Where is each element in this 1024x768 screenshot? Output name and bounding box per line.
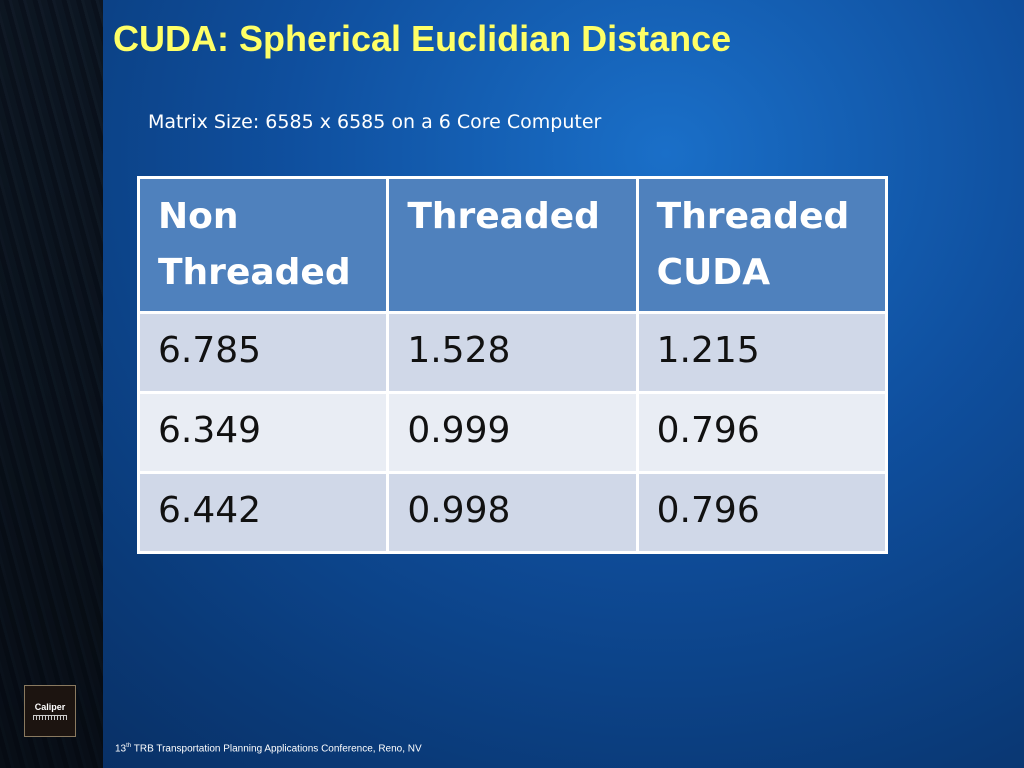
- table-cell: 1.215: [635, 311, 889, 394]
- footer: 13th TRB Transportation Planning Applica…: [115, 743, 422, 754]
- logo-text: Caliper: [34, 702, 66, 712]
- table-cell: 1.528: [386, 311, 639, 394]
- header-row: Non Threaded Threaded Threaded CUDA: [136, 176, 889, 314]
- table-row: 6.349 0.999 0.796: [136, 391, 889, 474]
- footer-suffix: th: [126, 743, 132, 749]
- table-cell: 6.442: [136, 471, 390, 554]
- table-cell: 0.796: [635, 471, 889, 554]
- subtitle: Matrix Size: 6585 x 6585 on a 6 Core Com…: [148, 111, 602, 133]
- column-header: Non Threaded: [136, 176, 390, 314]
- table-row: 6.442 0.998 0.796: [136, 471, 889, 554]
- footer-text: TRB Transportation Planning Applications…: [133, 743, 422, 755]
- table-row: 6.785 1.528 1.215: [136, 311, 889, 394]
- table-cell: 0.999: [386, 391, 639, 474]
- aerial-photo-strip: [0, 0, 103, 768]
- table-cell: 0.998: [386, 471, 639, 554]
- logo: Caliper: [24, 685, 76, 737]
- column-header: Threaded CUDA: [635, 176, 889, 314]
- results-table: Non Threaded Threaded Threaded CUDA 6.785 1…: [136, 176, 889, 554]
- table-cell: 6.349: [136, 391, 390, 474]
- table-cell: 6.785: [136, 311, 390, 394]
- slide-title: CUDA: Spherical Euclidian Distance: [113, 18, 732, 59]
- table-cell: 0.796: [635, 391, 889, 474]
- footer-number: 13: [115, 743, 127, 755]
- table-body: 6.785 1.528 1.215 6.349 0.999 0.796 6.442 0.998…: [136, 311, 889, 554]
- logo-ruler: [33, 715, 67, 720]
- column-header: Threaded: [386, 176, 639, 314]
